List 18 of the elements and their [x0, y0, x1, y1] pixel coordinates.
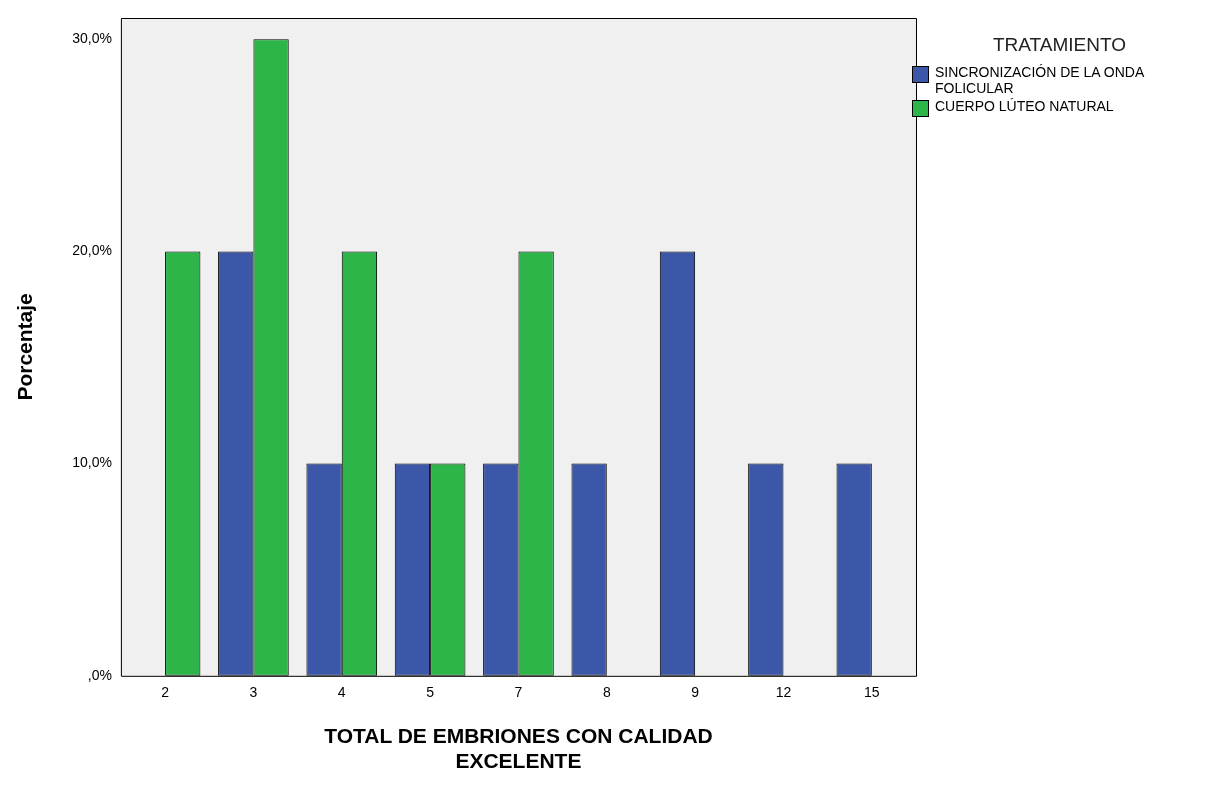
y-tick-label: ,0%: [87, 666, 112, 683]
legend-label: CUERPO LÚTEO NATURAL: [935, 98, 1114, 114]
x-axis-title: TOTAL DE EMBRIONES CON CALIDAD EXCELENTE: [324, 724, 713, 773]
legend-title: TRATAMIENTO: [992, 34, 1127, 56]
y-tick-label: 30,0%: [72, 30, 112, 47]
x-tick-label: 4: [337, 684, 346, 701]
y-tick-label: 10,0%: [72, 454, 112, 471]
y-tick-label: 20,0%: [72, 242, 112, 259]
x-tick-label: 9: [691, 684, 700, 701]
x-tick-label: 3: [249, 684, 258, 701]
x-tick-label: 7: [514, 684, 523, 701]
legend-label: SINCRONIZACIÓN DE LA ONDA FOLICULAR: [935, 64, 1145, 96]
x-tick-label: 8: [602, 684, 611, 701]
y-axis-title: Porcentaje: [13, 293, 37, 401]
x-tick-label: 5: [426, 684, 435, 701]
x-tick-label: 12: [775, 684, 792, 701]
x-tick-label: 15: [864, 684, 880, 701]
x-tick-label: 2: [161, 684, 170, 701]
